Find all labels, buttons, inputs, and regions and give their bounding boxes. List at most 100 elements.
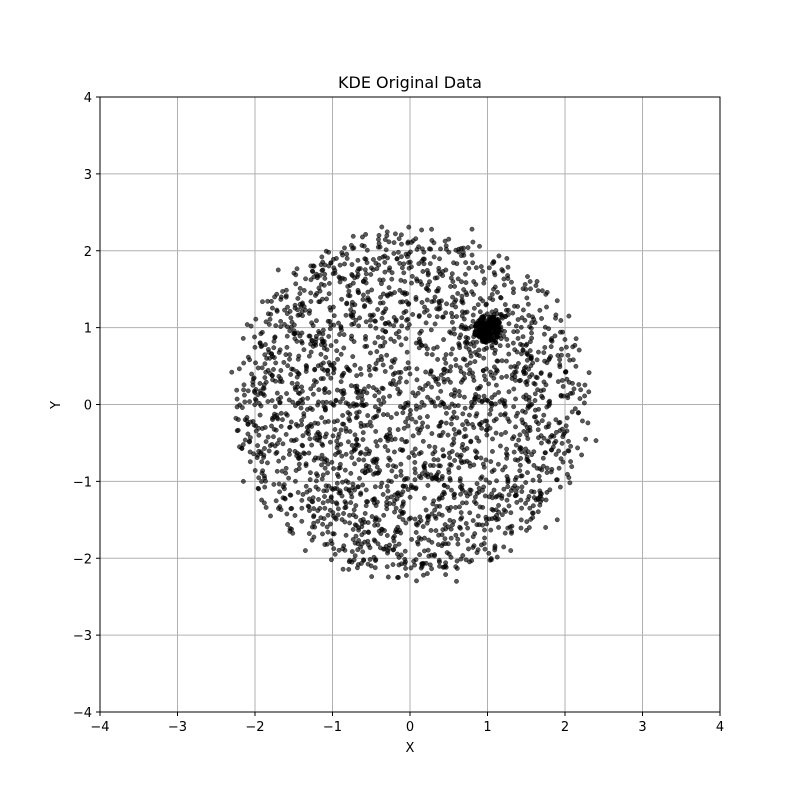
data-point [363, 271, 369, 277]
data-point [488, 459, 494, 464]
data-point [241, 360, 247, 366]
data-point [287, 356, 292, 362]
data-point [402, 556, 408, 562]
data-point [363, 463, 369, 469]
data-point [497, 399, 503, 405]
data-point [350, 314, 356, 320]
data-point [440, 447, 446, 453]
data-point [412, 477, 418, 483]
data-point [335, 471, 340, 477]
data-point [445, 376, 451, 382]
data-point [510, 436, 515, 442]
data-point [364, 390, 370, 396]
data-point [524, 527, 529, 533]
data-point [434, 344, 440, 350]
data-point [305, 395, 311, 401]
data-point [402, 548, 408, 554]
data-point [458, 332, 464, 338]
data-point [424, 346, 430, 352]
data-point [474, 411, 480, 417]
data-point [363, 231, 369, 237]
data-point [549, 433, 555, 438]
data-point [269, 398, 275, 403]
data-point [397, 389, 403, 395]
data-point [357, 366, 363, 372]
data-point [547, 372, 553, 377]
data-point [382, 339, 388, 345]
data-point [537, 502, 543, 508]
data-point [467, 360, 473, 366]
data-point [547, 398, 553, 404]
data-point [429, 226, 435, 232]
data-point [340, 396, 346, 401]
data-point [530, 503, 536, 509]
data-point [451, 519, 457, 524]
data-point [457, 484, 463, 490]
data-point [424, 414, 430, 419]
data-point [298, 304, 304, 310]
data-point [431, 457, 437, 463]
data-point [459, 515, 465, 521]
data-point [423, 560, 429, 566]
data-point [541, 387, 547, 393]
data-point [274, 468, 280, 474]
data-point [396, 328, 402, 334]
data-point [488, 557, 494, 563]
data-point [342, 245, 347, 251]
data-point [456, 465, 462, 471]
data-point [347, 520, 353, 526]
data-point [525, 405, 531, 411]
data-point [554, 517, 560, 523]
data-point [419, 564, 425, 570]
data-point [338, 324, 344, 330]
data-point [417, 514, 423, 520]
data-point [340, 412, 346, 418]
data-point [504, 373, 509, 379]
data-point [319, 366, 325, 372]
data-point [313, 342, 319, 348]
data-point [342, 505, 348, 511]
data-point [260, 468, 266, 474]
data-point [326, 280, 332, 286]
data-point [420, 420, 426, 426]
data-point [333, 255, 339, 261]
data-point [519, 505, 525, 511]
data-point [291, 270, 297, 276]
data-point [469, 422, 475, 427]
data-point [559, 346, 564, 352]
x-tick-label: 2 [561, 720, 569, 735]
data-point [498, 412, 504, 418]
data-point [392, 290, 397, 295]
data-point [240, 478, 246, 484]
data-point [367, 312, 373, 318]
data-point [329, 459, 335, 465]
data-point [276, 481, 282, 487]
data-point [322, 342, 328, 348]
data-point [348, 500, 354, 506]
data-point [290, 366, 296, 372]
data-point [401, 261, 407, 267]
data-point [427, 463, 433, 468]
data-point [521, 365, 527, 371]
data-points [229, 224, 599, 584]
data-point [544, 465, 550, 471]
data-point [418, 475, 424, 481]
data-point [258, 344, 264, 349]
data-point [568, 443, 574, 449]
data-point [371, 471, 377, 477]
data-point [319, 268, 325, 273]
data-point [427, 261, 433, 267]
data-point [307, 477, 313, 483]
data-point [382, 269, 388, 275]
data-point [272, 294, 278, 300]
data-point [472, 349, 478, 355]
data-point [315, 518, 321, 524]
data-point [465, 245, 471, 251]
data-point [433, 515, 439, 521]
data-point [470, 239, 476, 245]
data-point [322, 386, 328, 392]
data-point [359, 532, 365, 538]
data-point [556, 448, 562, 454]
data-point [333, 338, 339, 344]
data-point [419, 227, 425, 233]
